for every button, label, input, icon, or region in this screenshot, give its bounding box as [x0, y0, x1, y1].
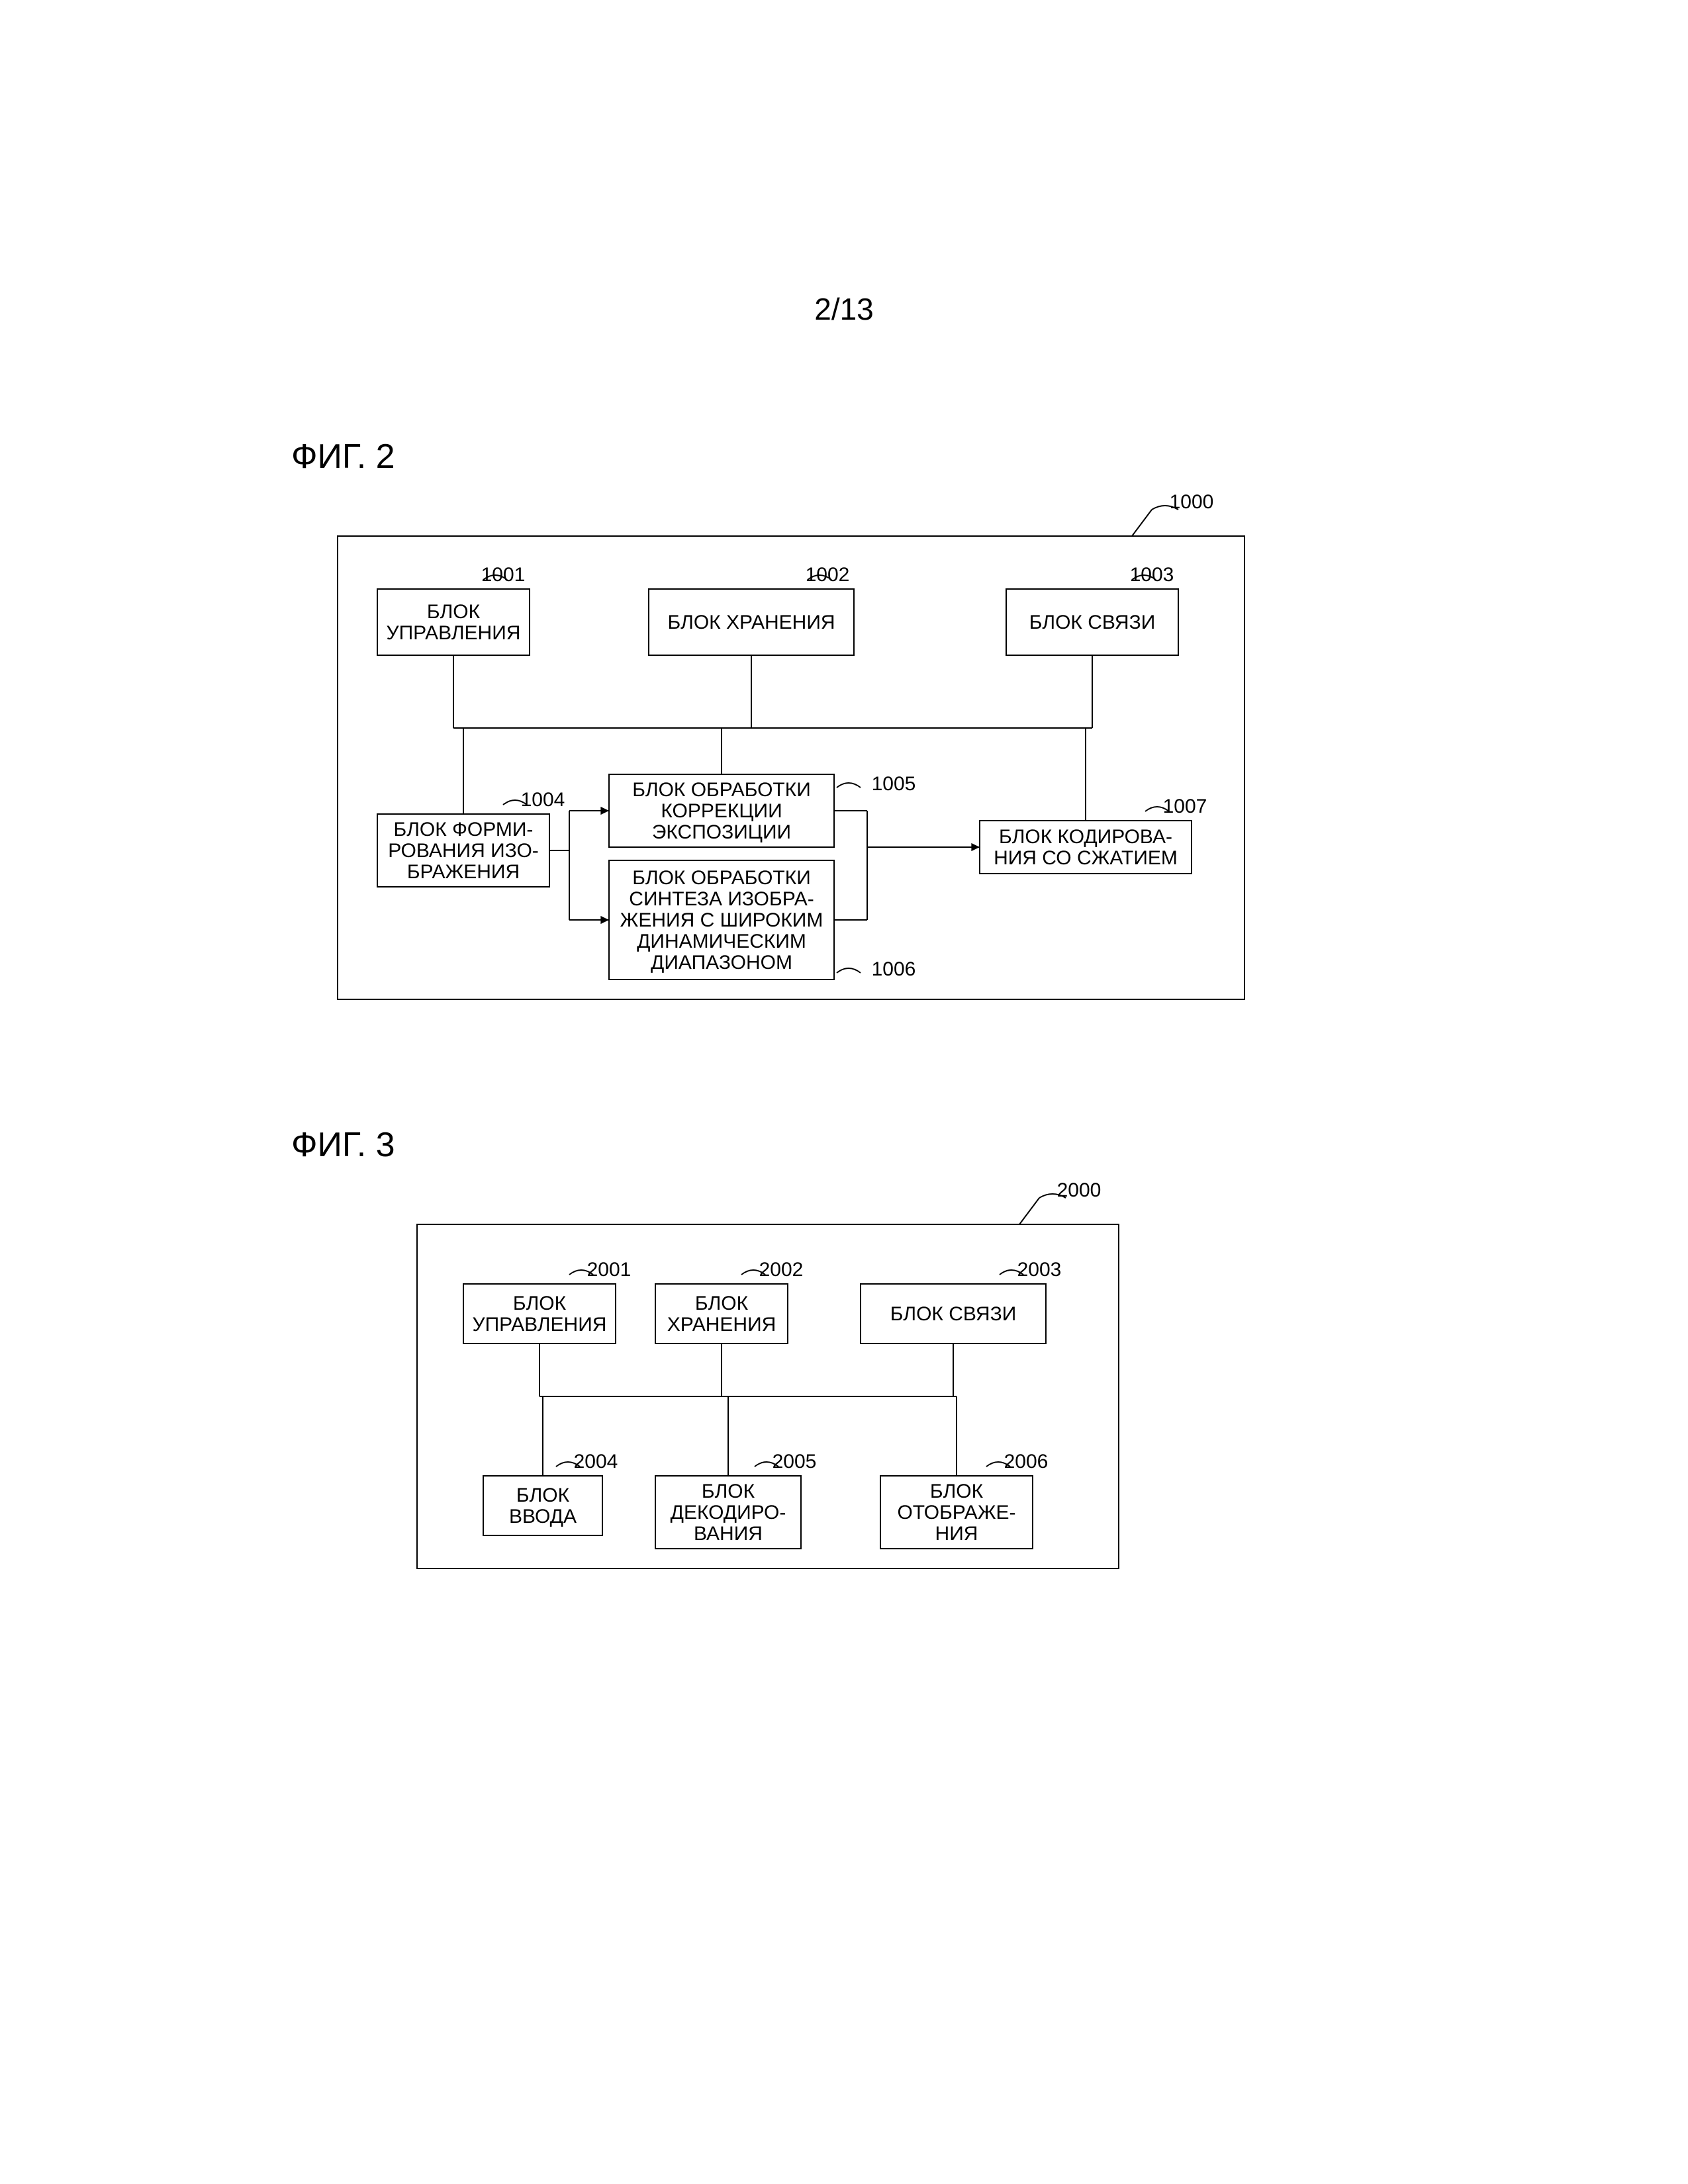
- node-number: 1003: [1130, 564, 1174, 586]
- svg-text:БЛОК: БЛОК: [930, 1480, 984, 1502]
- svg-text:БЛОК: БЛОК: [516, 1484, 570, 1506]
- svg-text:БЛОК ФОРМИ-: БЛОК ФОРМИ-: [394, 819, 534, 841]
- leader-2000-line: [1019, 1198, 1039, 1224]
- svg-text:1005: 1005: [872, 773, 916, 795]
- node-label: БЛОК СВЯЗИ: [1029, 612, 1156, 633]
- svg-text:БЛОК КОДИРОВА-: БЛОК КОДИРОВА-: [999, 826, 1172, 848]
- svg-text:ДИНАМИЧЕСКИМ: ДИНАМИЧЕСКИМ: [637, 931, 806, 952]
- svg-text:ВАНИЯ: ВАНИЯ: [694, 1523, 763, 1545]
- node-label: УПРАВЛЕНИЯ: [387, 622, 521, 644]
- svg-text:БЛОК СВЯЗИ: БЛОК СВЯЗИ: [890, 1303, 1017, 1325]
- svg-text:РОВАНИЯ ИЗО-: РОВАНИЯ ИЗО-: [388, 840, 539, 862]
- fig2-diagram: 1000 БЛОКУПРАВЛЕНИЯ 1001 БЛОК ХРАНЕНИЯ 1002…: [291, 490, 1284, 1032]
- svg-text:СИНТЕЗА ИЗОБРА-: СИНТЕЗА ИЗОБРА-: [629, 888, 814, 910]
- svg-text:УПРАВЛЕНИЯ: УПРАВЛЕНИЯ: [473, 1314, 607, 1336]
- svg-text:ЖЕНИЯ С ШИРОКИМ: ЖЕНИЯ С ШИРОКИМ: [620, 909, 823, 931]
- leader-1000-line: [1132, 510, 1152, 536]
- svg-text:БЛОК ОБРАБОТКИ: БЛОК ОБРАБОТКИ: [632, 867, 811, 889]
- node-label: БЛОК ХРАНЕНИЯ: [667, 612, 835, 633]
- svg-text:БЛОК: БЛОК: [695, 1293, 749, 1314]
- svg-text:ОТОБРАЖЕ-: ОТОБРАЖЕ-: [897, 1502, 1015, 1524]
- fig3-label: ФИГ. 3: [291, 1125, 395, 1165]
- svg-text:ВВОДА: ВВОДА: [509, 1506, 577, 1527]
- page-number: 2/13: [0, 291, 1688, 327]
- fig3-diagram: 2000 БЛОКУПРАВЛЕНИЯ2001БЛОКХРАНЕНИЯ2002Б…: [371, 1178, 1165, 1602]
- svg-text:1006: 1006: [872, 958, 916, 980]
- node-number: 1001: [481, 564, 526, 586]
- fig2-label: ФИГ. 2: [291, 437, 395, 477]
- node-label: БЛОК: [427, 601, 481, 623]
- svg-text:БЛОК: БЛОК: [513, 1293, 567, 1314]
- svg-text:БЛОК ОБРАБОТКИ: БЛОК ОБРАБОТКИ: [632, 779, 811, 801]
- svg-text:2002: 2002: [759, 1259, 804, 1281]
- ref-2000: 2000: [1057, 1179, 1102, 1201]
- svg-text:БЛОК: БЛОК: [702, 1480, 755, 1502]
- svg-text:НИЯ СО СЖАТИЕМ: НИЯ СО СЖАТИЕМ: [994, 847, 1178, 869]
- svg-text:КОРРЕКЦИИ: КОРРЕКЦИИ: [661, 800, 782, 822]
- svg-text:ДЕКОДИРО-: ДЕКОДИРО-: [671, 1502, 786, 1524]
- svg-text:1007: 1007: [1163, 796, 1207, 817]
- svg-text:БРАЖЕНИЯ: БРАЖЕНИЯ: [407, 861, 520, 883]
- svg-text:2001: 2001: [587, 1259, 632, 1281]
- svg-text:НИЯ: НИЯ: [935, 1523, 978, 1545]
- node-number: 1002: [806, 564, 850, 586]
- svg-text:ДИАПАЗОНОМ: ДИАПАЗОНОМ: [651, 952, 792, 974]
- svg-text:1004: 1004: [521, 789, 565, 811]
- svg-text:ХРАНЕНИЯ: ХРАНЕНИЯ: [667, 1314, 776, 1336]
- svg-text:2005: 2005: [773, 1451, 817, 1473]
- page: 2/13 ФИГ. 2 1000 БЛОКУПРАВЛЕНИЯ1001БЛОК …: [0, 0, 1688, 2184]
- svg-text:2003: 2003: [1017, 1259, 1062, 1281]
- ref-1000: 1000: [1170, 491, 1214, 513]
- svg-text:2006: 2006: [1004, 1451, 1049, 1473]
- svg-text:ЭКСПОЗИЦИИ: ЭКСПОЗИЦИИ: [652, 821, 791, 843]
- svg-text:2004: 2004: [574, 1451, 618, 1473]
